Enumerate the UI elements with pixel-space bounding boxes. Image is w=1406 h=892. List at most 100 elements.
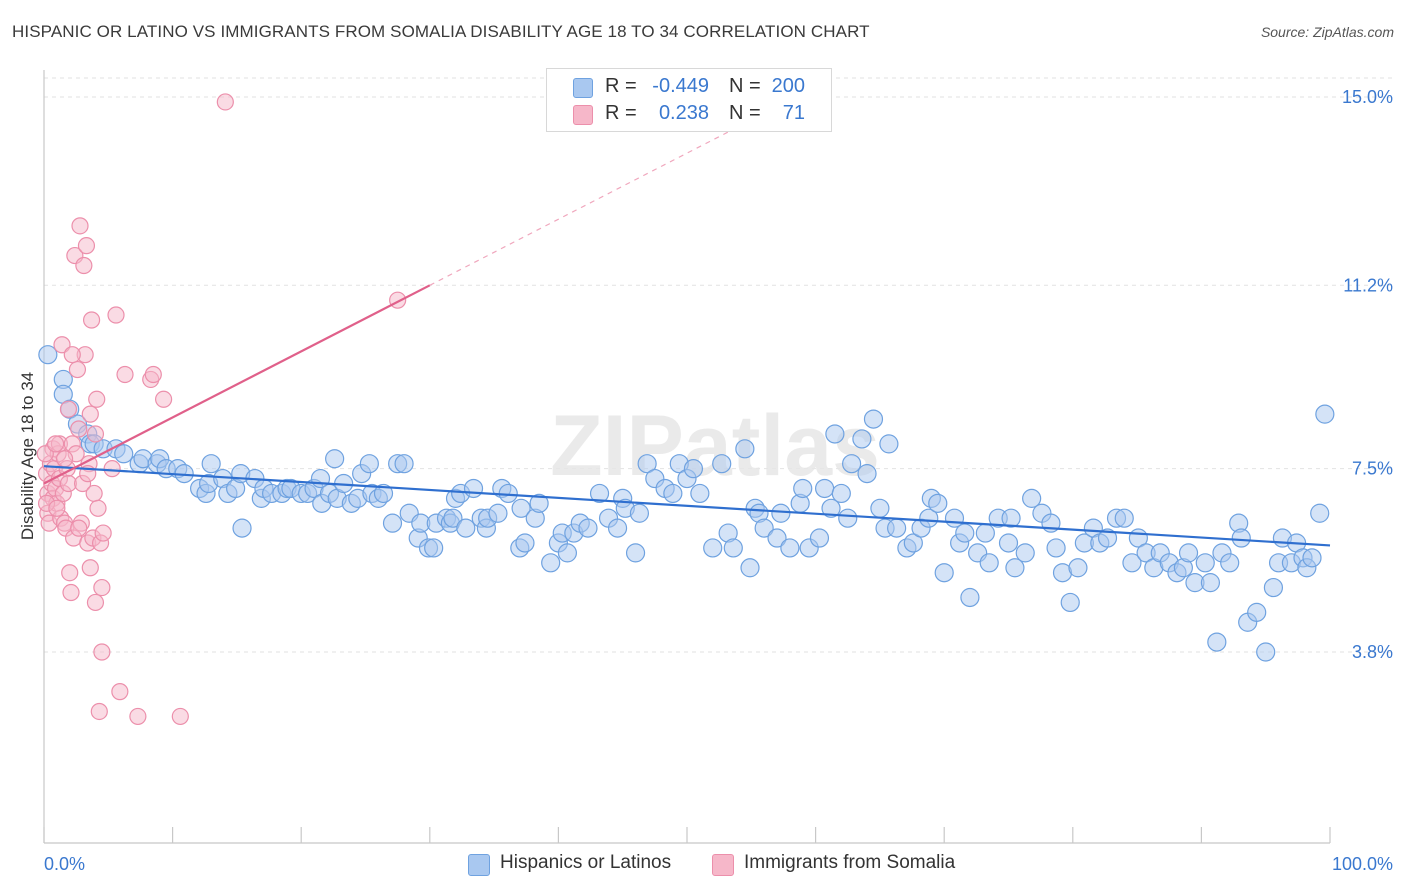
legend-row-hispanics: R = -0.449 N = 200 [547, 75, 831, 99]
data-point-hispanic [960, 587, 980, 608]
data-point-somalia [53, 336, 71, 354]
data-point-somalia [46, 435, 65, 453]
data-point-hispanic [793, 478, 813, 499]
data-point-hispanic [955, 523, 975, 543]
data-point-somalia [63, 346, 81, 364]
x-tick-label: 100.0% [1332, 854, 1393, 874]
data-point-hispanic [771, 503, 791, 523]
data-point-hispanic [38, 345, 58, 365]
trend-line-hispanics [43, 465, 1331, 547]
x-tick-label: 0.0% [44, 854, 85, 874]
data-point-somalia [88, 390, 106, 408]
data-point-hispanic [578, 518, 598, 538]
data-point-somalia [86, 593, 105, 612]
x-tick-labels: 0.0% 100.0% [44, 854, 1393, 874]
data-point-hispanic [1310, 503, 1330, 523]
data-point-somalia [70, 420, 88, 438]
data-point-somalia [85, 484, 103, 503]
data-point-hispanic [1114, 508, 1134, 528]
legend-label: Immigrants from Somalia [744, 852, 956, 873]
data-point-somalia [93, 643, 111, 661]
y-tick-label: 15.0% [1342, 87, 1393, 107]
data-point-hispanic [201, 454, 221, 474]
data-point-hispanic [1097, 528, 1118, 548]
data-point-hispanic [359, 454, 379, 474]
data-point-hispanic [1195, 553, 1215, 573]
data-point-hispanic [541, 553, 561, 573]
data-point-hispanic [928, 493, 948, 513]
data-point-hispanic [232, 518, 252, 538]
data-point-hispanic [857, 464, 877, 484]
data-point-somalia [82, 311, 101, 329]
data-point-hispanic [1200, 573, 1221, 593]
data-point-somalia [48, 499, 66, 517]
data-point-somalia [171, 707, 189, 726]
data-point-somalia [61, 564, 79, 582]
data-point-hispanic [825, 424, 845, 444]
data-point-hispanic [998, 533, 1019, 553]
data-point-hispanic [629, 503, 650, 523]
data-point-hispanic [1302, 548, 1322, 568]
data-point-somalia [89, 499, 107, 517]
data-point-hispanic [589, 483, 610, 504]
data-point-hispanic [1178, 543, 1199, 563]
data-point-hispanic [919, 508, 939, 528]
data-point-hispanic [903, 533, 923, 553]
data-point-hispanic [515, 533, 535, 553]
data-point-hispanic [1068, 558, 1088, 578]
trend-line-somalia [43, 284, 431, 485]
legend-swatch-blue [573, 78, 593, 98]
data-point-hispanic [625, 543, 646, 563]
data-point-hispanic [373, 483, 394, 504]
data-point-somalia [144, 365, 162, 384]
y-tick-label: 11.2% [1343, 275, 1393, 295]
data-point-hispanic [887, 518, 907, 538]
legend-swatch-pink [712, 854, 734, 876]
data-point-hispanic [754, 518, 774, 538]
data-point-hispanic [934, 563, 954, 583]
data-point-hispanic [114, 444, 134, 464]
y-axis-label: Disability Age 18 to 34 [18, 372, 37, 540]
data-point-hispanic [831, 483, 851, 504]
data-point-hispanic [809, 528, 830, 548]
data-point-hispanic [735, 439, 755, 459]
data-point-somalia [71, 217, 89, 235]
data-point-somalia [111, 683, 129, 701]
data-point-somalia [62, 583, 80, 602]
data-point-somalia [216, 93, 234, 111]
legend-row-somalia: R = 0.238 N = 71 [547, 102, 831, 126]
data-point-hispanic [637, 454, 657, 474]
data-point-somalia [94, 524, 112, 542]
data-point-hispanic [529, 493, 549, 513]
y-tick-label: 7.5% [1352, 459, 1393, 479]
r-label: R = [605, 75, 637, 97]
data-point-hispanic [815, 478, 835, 499]
data-point-somalia [75, 256, 93, 275]
data-point-somalia [107, 306, 125, 324]
data-point-somalia [59, 400, 78, 418]
data-point-hispanic [607, 518, 628, 538]
r-label: R = [605, 102, 637, 124]
legend-swatch-pink [573, 105, 593, 125]
data-point-hispanic [1256, 642, 1276, 662]
series-legend: Hispanics or Latinos Immigrants from Som… [0, 852, 1406, 878]
data-point-somalia [55, 450, 74, 468]
data-point-hispanic [1060, 592, 1080, 613]
y-tick-labels: 3.8% 7.5% 11.2% 15.0% [1342, 87, 1393, 662]
data-point-hispanic [511, 498, 531, 518]
data-point-somalia [90, 702, 108, 721]
data-point-somalia [116, 365, 134, 384]
legend-swatch-blue [468, 854, 490, 876]
data-point-hispanic [1001, 508, 1021, 528]
data-point-hispanic [443, 508, 463, 528]
data-point-hispanic [1207, 632, 1227, 652]
data-point-somalia [81, 405, 99, 423]
data-point-hispanic [821, 498, 841, 518]
data-point-hispanic [663, 483, 683, 504]
n-label: N = [729, 75, 761, 97]
data-point-hispanic [394, 454, 414, 474]
data-point-hispanic [1015, 543, 1035, 563]
data-point-somalia [103, 460, 121, 478]
data-point-hispanic [712, 454, 732, 474]
data-point-hispanic [703, 538, 723, 558]
